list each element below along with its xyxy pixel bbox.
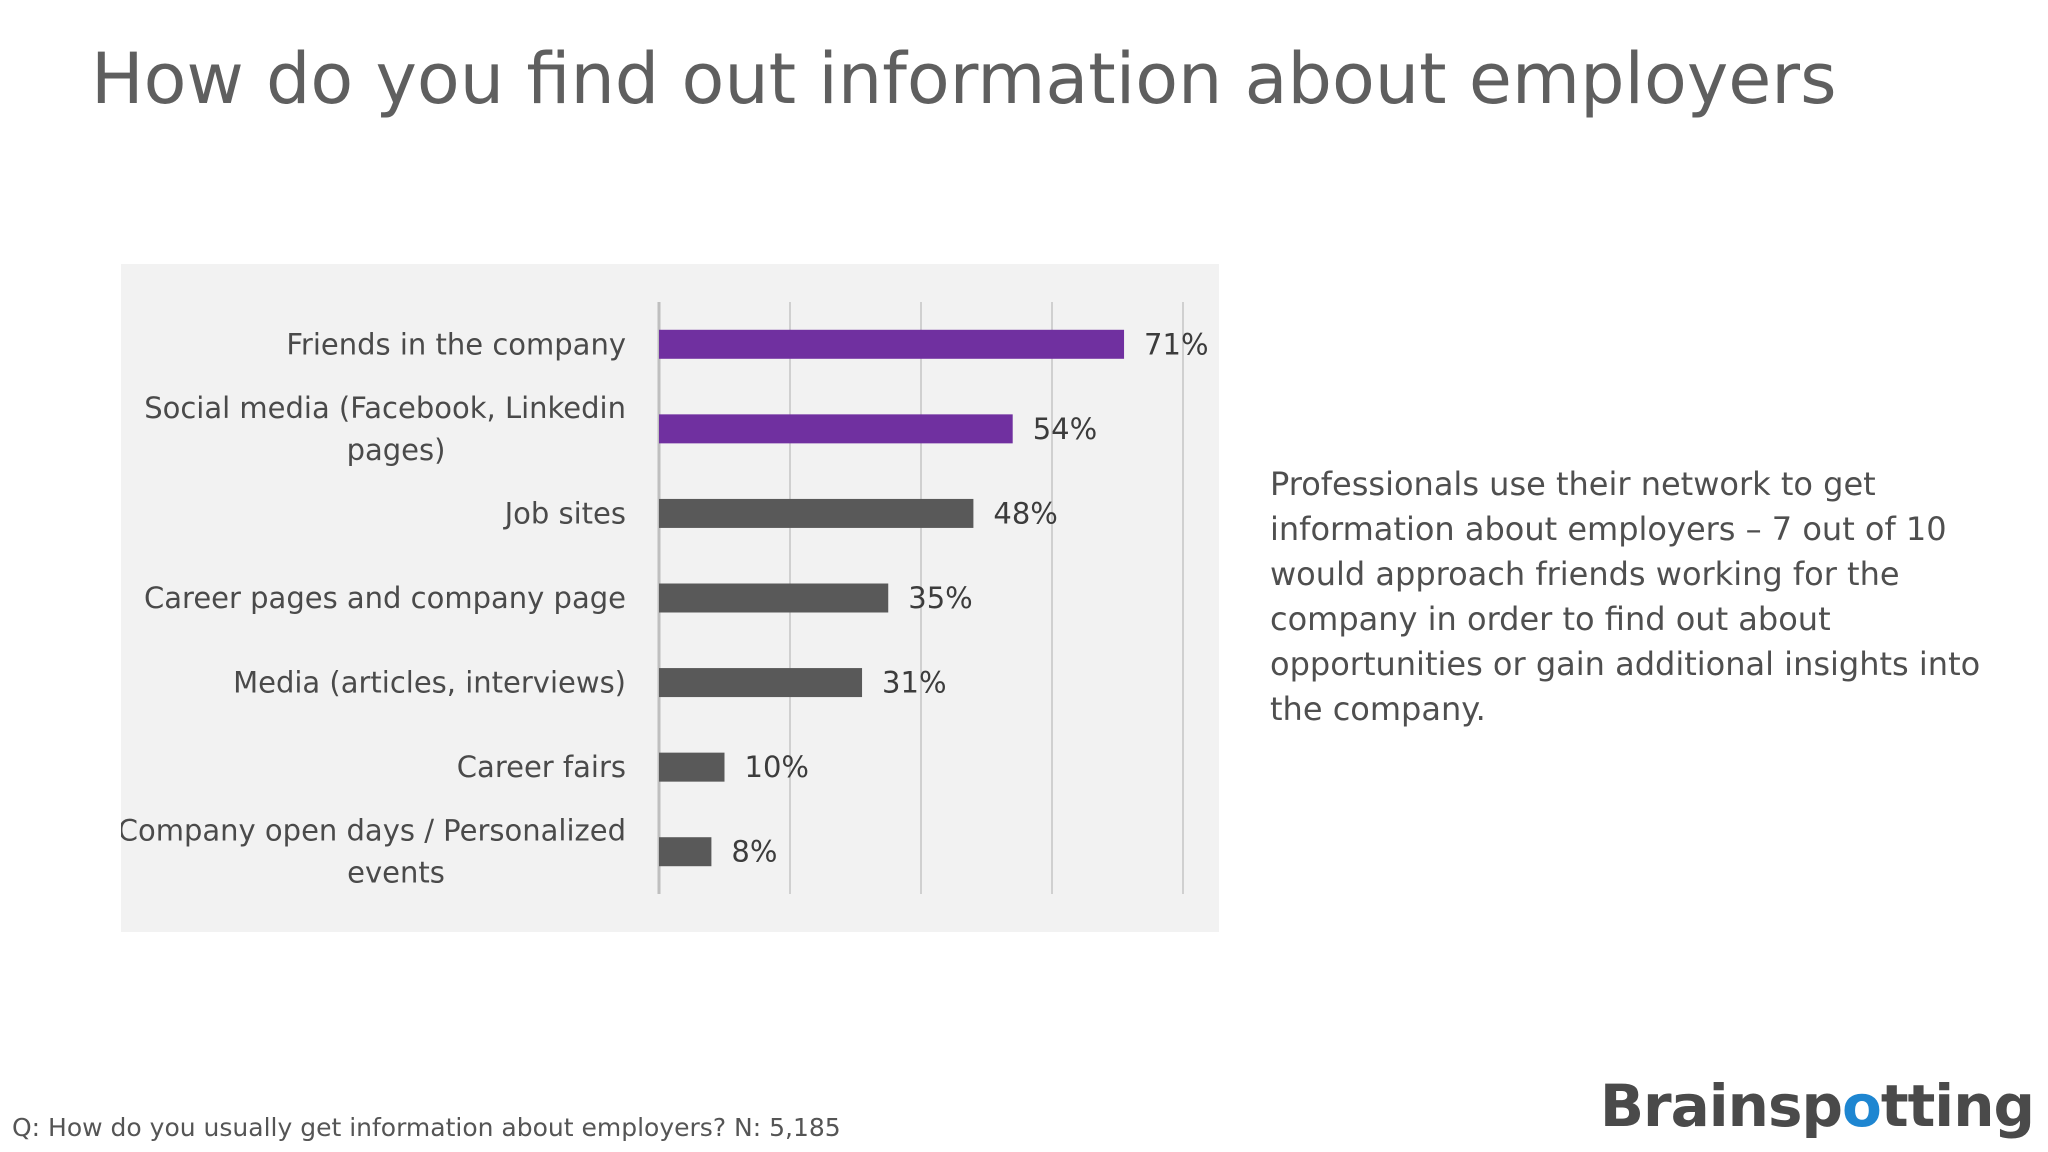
category-label-line: Social media (Facebook, Linkedin: [144, 391, 626, 425]
bar: [659, 583, 889, 613]
bar-chart: 71% Friends in the company 54% Social media…: [121, 264, 1219, 932]
category-label: Company open days / Personalized events: [121, 814, 626, 890]
category-label: Job sites: [503, 496, 626, 530]
bar-value-label: 31%: [882, 666, 946, 700]
bar: [659, 837, 712, 867]
category-label-line: Career pages and company page: [144, 581, 626, 615]
insight-text: Professionals use their network to get i…: [1270, 465, 1981, 728]
bar-chart-svg: 71% Friends in the company 54% Social media…: [121, 302, 1209, 894]
bar: [659, 414, 1013, 444]
category-label-line: Company open days / Personalized: [121, 814, 626, 848]
bar-value-label: 35%: [908, 581, 972, 615]
bar-value-label: 48%: [993, 496, 1057, 530]
category-label: Career fairs: [457, 750, 626, 784]
category-label: Career pages and company page: [144, 581, 626, 615]
category-label-line: Friends in the company: [286, 327, 626, 361]
category-label-line: events: [347, 856, 445, 890]
survey-footnote: Q: How do you usually get information ab…: [12, 1113, 841, 1142]
category-label-line: pages): [347, 433, 446, 467]
category-label-line: Media (articles, interviews): [233, 666, 626, 700]
category-label-line: Career fairs: [457, 750, 626, 784]
brainspotting-logo: Brainspotting: [1599, 1072, 2035, 1140]
bar: [659, 752, 725, 782]
bar-value-label: 8%: [731, 835, 777, 869]
bar: [659, 329, 1125, 359]
bar-value-label: 10%: [745, 750, 809, 784]
slide-title: How do you find out information about em…: [91, 38, 1837, 120]
bar-value-label: 71%: [1144, 327, 1208, 361]
category-label: Friends in the company: [286, 327, 626, 361]
bar: [659, 668, 863, 698]
bar-value-label: 54%: [1033, 412, 1097, 446]
category-label-line: Job sites: [503, 496, 626, 530]
category-label: Media (articles, interviews): [233, 666, 626, 700]
bar: [659, 498, 974, 528]
category-label: Social media (Facebook, Linkedin pages): [144, 391, 626, 467]
